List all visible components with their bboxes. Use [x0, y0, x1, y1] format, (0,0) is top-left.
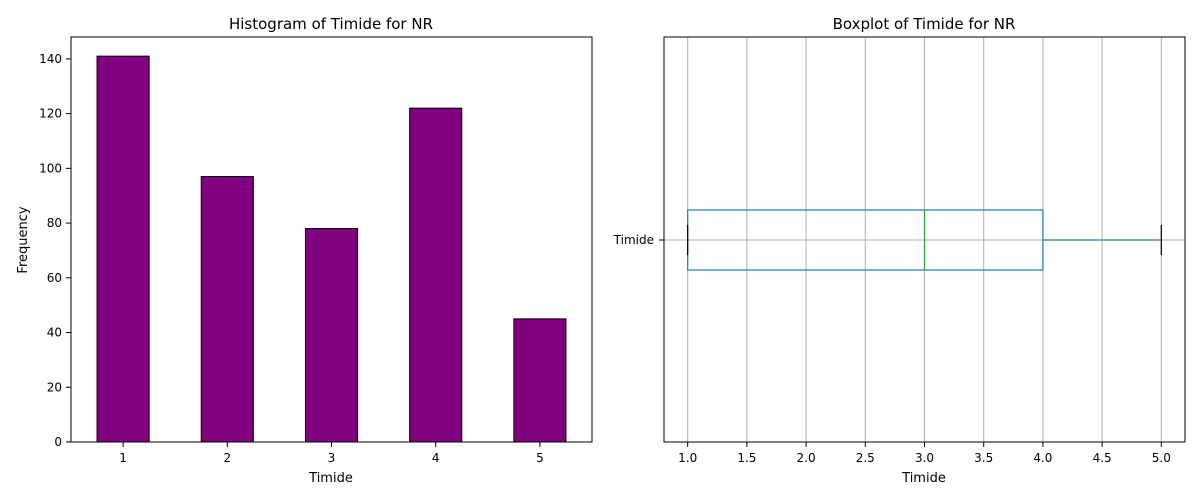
histogram-y-tick-label: 20: [47, 380, 62, 394]
histogram-x-tick-label: 4: [432, 451, 440, 465]
histogram-y-tick-label: 0: [54, 435, 62, 449]
histogram-y-tick-label: 60: [47, 271, 62, 285]
boxplot-x-ticks: 1.0 1.5 2.0 2.5 3.0 3.5 4.0 4.5 5.0: [678, 442, 1171, 465]
histogram-x-label: Timide: [308, 471, 353, 486]
boxplot-x-tick-label: 4.5: [1093, 451, 1112, 465]
histogram-bars: [96, 55, 567, 443]
boxplot-shapes: [687, 209, 1162, 271]
boxplot-x-tick-label: 5.0: [1152, 451, 1171, 465]
histogram-x-tick-label: 5: [536, 451, 544, 465]
boxplot-category-label: Timide: [613, 233, 654, 247]
histogram-y-tick-label: 40: [47, 326, 62, 340]
boxplot-x-tick-label: 1.0: [678, 451, 697, 465]
boxplot-x-label: Timide: [901, 471, 946, 486]
boxplot-x-tick-label: 3.5: [974, 451, 993, 465]
histogram-y-tick-label: 140: [39, 52, 62, 66]
histogram-panel: Histogram of Timide for NR 1 2 3 4 5 0 20 40 60…: [16, 15, 593, 486]
histogram-y-tick-label: 120: [39, 107, 62, 121]
boxplot-x-tick-label: 1.5: [737, 451, 756, 465]
histogram-x-tick-label: 2: [223, 451, 231, 465]
histogram-x-ticks: 1 2 3 4 5: [119, 442, 544, 465]
boxplot-x-tick-label: 2.5: [856, 451, 875, 465]
histogram-title: Histogram of Timide for NR: [229, 15, 433, 33]
histogram-bar: [409, 107, 463, 443]
histogram-y-ticks: 0 20 40 60 80 100 120 140: [39, 52, 71, 449]
histogram-bar: [96, 55, 150, 443]
histogram-x-tick-label: 1: [119, 451, 127, 465]
boxplot-x-tick-label: 4.0: [1033, 451, 1052, 465]
histogram-x-tick-label: 3: [328, 451, 336, 465]
histogram-bar: [513, 318, 567, 443]
boxplot-x-tick-label: 3.0: [915, 451, 934, 465]
histogram-y-tick-label: 80: [47, 216, 62, 230]
histogram-y-tick-label: 100: [39, 161, 62, 175]
boxplot-title: Boxplot of Timide for NR: [833, 15, 1016, 33]
boxplot-x-tick-label: 2.0: [797, 451, 816, 465]
histogram-bar: [304, 228, 359, 443]
boxplot-y-ticks: Timide: [613, 233, 664, 247]
boxplot-panel: Boxplot of Timide for NR 1.0 1.5 2.0 2.5 3.0…: [613, 15, 1186, 486]
histogram-y-label: Frequency: [16, 206, 31, 273]
histogram-bar: [200, 176, 254, 443]
